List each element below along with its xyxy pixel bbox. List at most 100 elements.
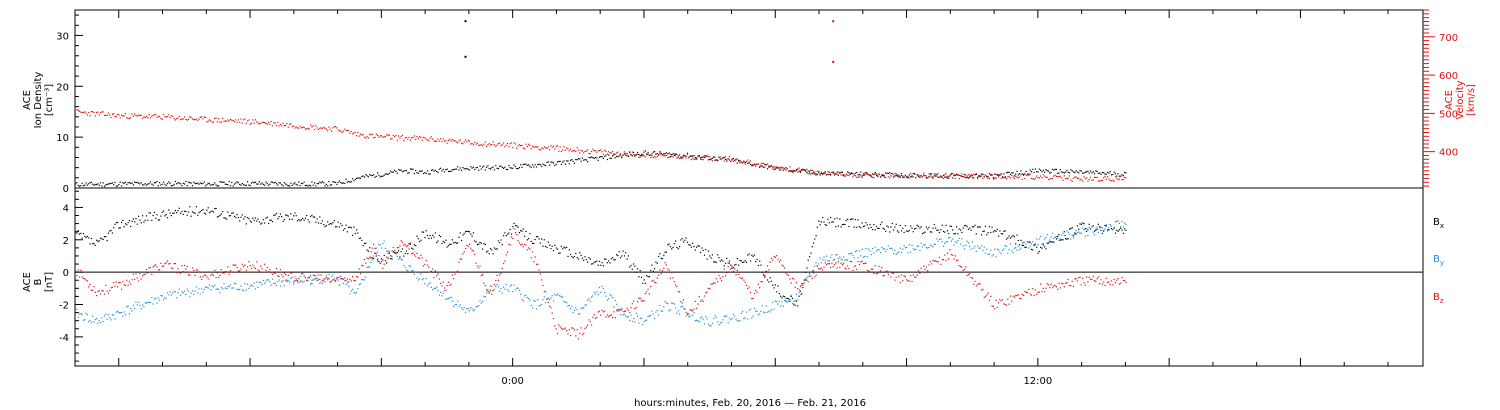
velocity-series-point — [1034, 177, 1036, 179]
velocity-series-point — [547, 146, 549, 148]
density-series-point — [626, 153, 628, 155]
density-series-point — [235, 182, 237, 184]
bz-series-point — [421, 257, 423, 259]
bz-series-point — [756, 291, 758, 293]
bz-series-point — [986, 294, 988, 296]
bx-series-point — [541, 238, 543, 240]
velocity-series-point — [395, 134, 397, 136]
bx-series-point — [399, 256, 401, 258]
bx-series-point — [788, 298, 790, 300]
density-series-point — [531, 164, 534, 166]
velocity-series-point — [127, 118, 129, 120]
by-series-point — [646, 319, 648, 321]
velocity-series-point — [795, 168, 797, 170]
velocity-series-point — [702, 159, 704, 161]
bz-series-point — [517, 240, 519, 242]
bz-series-point — [1118, 283, 1120, 285]
density-series-point — [630, 153, 632, 156]
bx-series-point — [462, 234, 464, 236]
bx-series-point — [982, 230, 984, 233]
bx-series-point — [736, 258, 738, 260]
density-series-point — [1122, 175, 1124, 177]
by-series-point — [467, 308, 469, 310]
velocity-series-point — [97, 111, 99, 113]
velocity-series-point — [333, 126, 335, 128]
by-series-point — [253, 282, 255, 284]
by-series-point — [466, 308, 468, 310]
bx-series-point — [324, 226, 326, 228]
by-series-point — [327, 277, 329, 279]
bz-series-point — [1015, 295, 1017, 297]
velocity-series-point — [745, 160, 748, 162]
density-series-point — [668, 152, 670, 154]
velocity-series-point — [187, 118, 190, 120]
by-series-point — [483, 295, 485, 297]
density-series-point — [93, 184, 95, 186]
density-series-point — [201, 182, 203, 185]
bz-series-point — [761, 281, 763, 283]
by-series-point — [702, 318, 704, 320]
velocity-series-point — [660, 154, 662, 156]
density-series-point — [781, 166, 783, 168]
bx-series-point — [547, 241, 549, 243]
bz-series-point — [106, 290, 108, 292]
bz-series-point — [205, 274, 207, 276]
bx-series-point — [542, 245, 544, 247]
bx-series-point — [689, 244, 691, 246]
by-series-point — [731, 318, 733, 320]
velocity-series-point — [837, 171, 839, 173]
bz-series-point — [531, 251, 534, 253]
by-series-point — [1062, 232, 1064, 234]
by-series-point — [157, 297, 159, 299]
bz-series-point — [1068, 285, 1071, 287]
velocity-series-point — [686, 153, 689, 156]
panel-frames — [74, 9, 1424, 367]
bx-series-point — [459, 232, 461, 234]
bz-series-point — [701, 299, 703, 301]
density-series-point — [978, 175, 980, 177]
bx-series-point — [715, 261, 717, 264]
density-series-point — [1117, 173, 1119, 175]
by-series-point — [983, 246, 985, 248]
bz-series-point — [333, 279, 335, 281]
velocity-series-point — [623, 151, 625, 153]
left-axis-title: ACE — [22, 90, 33, 110]
bx-series-point — [1041, 247, 1043, 249]
by-series-point — [966, 240, 968, 242]
velocity-series-point — [790, 170, 792, 172]
velocity-series-point — [689, 155, 691, 157]
bx-series-point — [332, 222, 334, 224]
bz-series-point — [1005, 304, 1008, 306]
bx-series-point — [828, 222, 830, 224]
velocity-series-point — [1062, 179, 1064, 181]
left-y-tick-label: 20 — [56, 82, 69, 93]
bx-series-point — [677, 248, 679, 250]
by-series-point — [982, 249, 984, 251]
bx-series-point — [637, 268, 639, 270]
velocity-series-point — [949, 174, 951, 176]
bx-series-point — [789, 300, 791, 302]
bx-series-point — [421, 231, 423, 233]
density-series-point — [581, 157, 583, 159]
density-series-point — [361, 175, 363, 178]
by-series-point — [216, 288, 218, 290]
by-series-point — [785, 297, 787, 299]
velocity-series-point — [1008, 176, 1010, 178]
bz-series-point — [528, 247, 530, 249]
velocity-series-point — [654, 155, 656, 157]
by-series-point — [293, 283, 295, 285]
bz-series-point — [398, 247, 400, 249]
bx-series-point — [443, 241, 446, 244]
bx-series-point — [140, 222, 142, 224]
by-series-point — [665, 302, 667, 304]
velocity-series-point — [604, 149, 606, 151]
velocity-series-point — [424, 137, 426, 139]
bx-series-point — [491, 249, 493, 251]
density-series-point — [839, 172, 841, 174]
by-series-point — [298, 282, 300, 284]
density-series-point — [391, 171, 393, 173]
by-series-point — [542, 299, 544, 301]
velocity-series-point — [999, 173, 1001, 175]
bz-series-point — [390, 255, 392, 257]
by-series-point — [378, 243, 380, 246]
